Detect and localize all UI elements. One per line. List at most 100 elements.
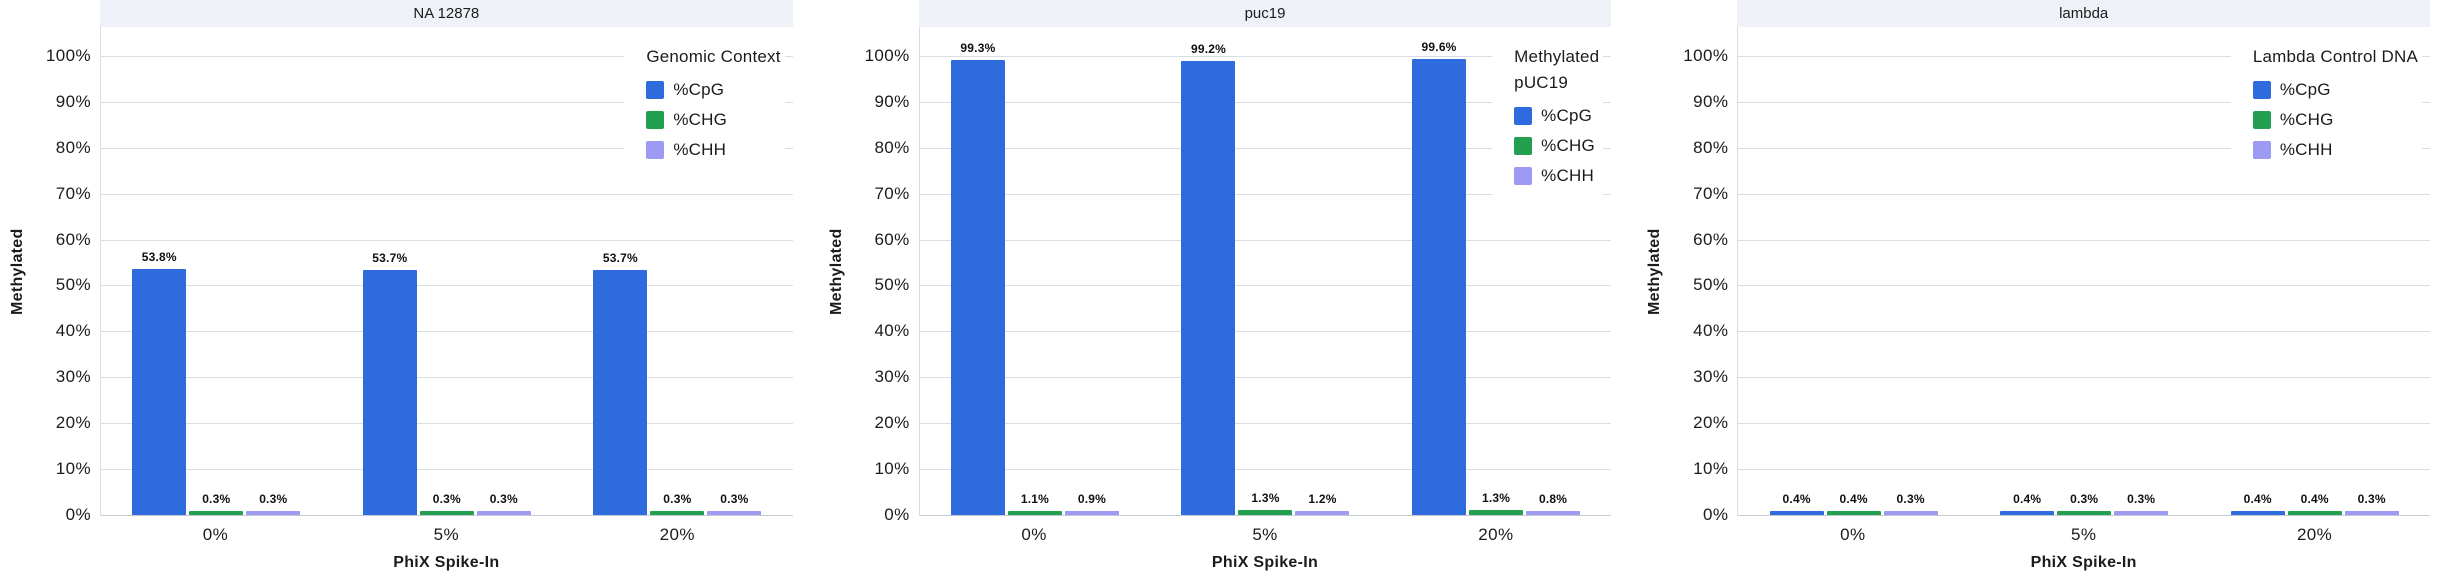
legend-swatch-cpg <box>2252 81 2271 99</box>
gridline-20 <box>1738 423 2431 424</box>
bar-value-label: 0.3% <box>663 492 692 506</box>
bar-value-label: 1.3% <box>1251 491 1280 505</box>
gridline-70 <box>101 194 793 195</box>
bar-cpg-0 <box>1769 511 1824 516</box>
bar-chg-0 <box>1007 511 1062 516</box>
legend-swatch-chh <box>1514 167 1533 185</box>
legend-item-chg: %CHG <box>646 110 780 130</box>
legend-label: %CHH <box>673 140 727 159</box>
y-tick-label-30: 30% <box>55 367 91 386</box>
bar-value-label: 0.3% <box>1896 492 1925 506</box>
y-tick-label-50: 50% <box>55 275 91 294</box>
gridline-90 <box>1738 102 2431 103</box>
x-tick-label-20: 20% <box>659 525 695 544</box>
y-tick-label-40: 40% <box>55 321 91 340</box>
chart-title: lambda <box>1737 0 2431 27</box>
legend-label: %CHH <box>2279 140 2333 159</box>
bar-wrap-cpg-0: 99.3% <box>950 41 1005 516</box>
y-tick-label-80: 80% <box>1693 138 1729 157</box>
legend-label: %CHG <box>2279 110 2334 129</box>
plot-area: 0% 10% 20% 30% 40% 50% 60% 70% 80% 90% 100% 53.8% 0.… <box>46 27 793 524</box>
x-tick-label-20: 20% <box>1478 525 1514 544</box>
x-tick-label-0: 0% <box>202 525 229 544</box>
bar-value-label: 53.7% <box>372 250 408 265</box>
x-tick-labels: 0% 5% 20% <box>1737 525 2430 545</box>
bar-value-label: 0.3% <box>259 492 288 506</box>
y-tick-label-60: 60% <box>1693 230 1729 249</box>
bar-cpg-20 <box>1412 58 1467 516</box>
gridline-90 <box>919 102 1612 103</box>
y-tick-label-10: 10% <box>55 459 91 478</box>
legend-title: pUC19 <box>1514 73 1569 92</box>
x-tick-labels: 0% 5% 20% <box>100 525 793 545</box>
y-tick-label-10: 10% <box>874 459 910 478</box>
y-tick-label-90: 90% <box>55 92 91 111</box>
legend-label: %CHH <box>1541 166 1594 185</box>
legend-label: %CpG <box>673 80 725 99</box>
x-tick-label-5: 5% <box>2070 525 2097 544</box>
bar-value-label: 0.3% <box>202 492 231 506</box>
legend-label: %CHG <box>673 110 728 129</box>
bar-group-5: 0.4% 0.3% 0.3% <box>1969 492 2200 516</box>
bar-chg-5 <box>419 511 474 516</box>
y-tick-label-60: 60% <box>874 230 910 249</box>
y-tick-label-20: 20% <box>874 413 910 432</box>
bar-wrap-chg-20: 1.3% <box>1469 491 1524 516</box>
y-tick-label-90: 90% <box>1693 92 1729 111</box>
legend-na-12878: Genomic Context %CpG %CHG %CHH <box>624 27 785 176</box>
bar-value-label: 1.3% <box>1481 491 1511 505</box>
bar-chh-0 <box>246 511 301 516</box>
bar-cpg-20 <box>2230 511 2285 516</box>
x-tick-label-0: 0% <box>1021 525 1047 544</box>
legend-swatch-chg <box>646 111 665 129</box>
legend-swatch-cpg <box>1514 107 1533 125</box>
bar-group-0: 53.8% 0.3% 0.3% <box>101 250 332 516</box>
bar-value-label: 99.3% <box>960 41 996 56</box>
gridline-10 <box>919 469 1612 470</box>
y-tick-label-100: 100% <box>1683 46 1729 65</box>
bar-value-label: 0.4% <box>2243 492 2272 506</box>
bar-value-label: 0.8% <box>1538 492 1568 506</box>
bar-chg-5 <box>1238 510 1293 516</box>
x-tick-labels: 0% 5% 20% <box>919 525 1612 545</box>
x-tick-label-5: 5% <box>433 525 460 544</box>
y-tick-label-70: 70% <box>1693 184 1729 203</box>
bar-wrap-cpg-20: 53.7% <box>593 250 648 516</box>
bar-value-label: 0.9% <box>1077 492 1107 506</box>
bar-wrap-chg-0: 1.1% <box>1007 492 1062 516</box>
bar-value-label: 0.4% <box>1782 492 1811 506</box>
bar-value-label: 1.2% <box>1308 491 1337 506</box>
gridline-40 <box>919 331 1612 332</box>
legend-title: Genomic Context <box>646 47 781 66</box>
bar-group-5: 53.7% 0.3% 0.3% <box>332 250 563 516</box>
bar-wrap-chh-5: 0.3% <box>476 492 531 516</box>
bar-value-label: 0.3% <box>720 492 749 506</box>
chart-body: NA 12878 0% 10% 20% 30% 40% 50% 60% 70% 80% 90% 100… <box>46 0 793 572</box>
bar-wrap-cpg-0: 0.4% <box>1769 492 1824 516</box>
gridline-80 <box>1738 148 2431 149</box>
bar-value-label: 0.3% <box>432 492 461 506</box>
bar-chh-0 <box>1883 511 1938 516</box>
legend-swatch-chh <box>2252 141 2271 159</box>
bar-cpg-0 <box>950 60 1005 516</box>
gridline-60 <box>1738 240 2431 241</box>
chart-body: puc19 0% 10% 20% 30% 40% 50% 60% 70% 80% 90% 100% 99… <box>865 0 1612 572</box>
x-axis-title: PhiX Spike-In <box>2030 554 2137 571</box>
bar-chh-5 <box>476 511 531 516</box>
bar-chh-5 <box>1295 510 1350 516</box>
bar-group-20: 0.4% 0.4% 0.3% <box>2199 492 2430 516</box>
gridline-50 <box>1738 285 2431 286</box>
legend-item-chg: %CHG <box>1514 136 1599 156</box>
gridline-100 <box>101 56 793 57</box>
bar-value-label: 53.7% <box>602 250 638 265</box>
bar-chg-0 <box>189 511 244 516</box>
bar-group-0: 99.3% 1.1% 0.9% <box>920 41 1151 516</box>
x-axis-line <box>101 515 793 516</box>
legend-swatch-chh <box>646 141 665 159</box>
gridline-30 <box>101 377 793 378</box>
bar-wrap-chg-5: 0.3% <box>2057 492 2112 516</box>
y-tick-label-40: 40% <box>874 321 910 340</box>
bar-chg-20 <box>2287 511 2342 516</box>
bar-wrap-chh-0: 0.3% <box>1883 492 1938 516</box>
